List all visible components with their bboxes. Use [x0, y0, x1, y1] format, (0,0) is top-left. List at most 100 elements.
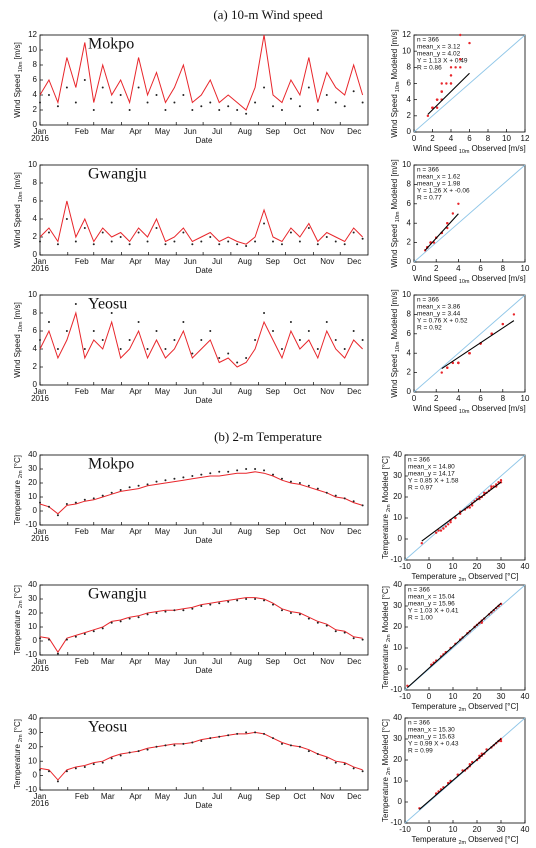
observed-point [352, 767, 355, 770]
y-tick-label: 40 [393, 713, 402, 722]
station-name: Yeosu [88, 296, 127, 313]
x-tick-label: 10 [449, 692, 458, 701]
x-tick-label: Feb [75, 257, 89, 266]
x-tick-label: Apr [129, 792, 142, 801]
observed-point [146, 101, 149, 104]
year-label: 2016 [31, 264, 49, 273]
observed-point [334, 494, 337, 497]
y-tick-label: 30 [393, 471, 402, 480]
scatter-point [444, 525, 447, 528]
observed-point [92, 630, 95, 633]
x-tick-label: Jun [184, 527, 197, 536]
observed-point [325, 94, 328, 96]
stat-text: mean_x = 15.30 [408, 727, 455, 734]
observed-point [182, 321, 185, 323]
scatter-point [435, 531, 438, 534]
observed-point [119, 754, 122, 757]
observed-point [155, 330, 158, 332]
x-tick-label: Aug [238, 257, 252, 266]
x-tick-label: Feb [75, 387, 89, 396]
observed-point [191, 352, 194, 355]
x-tick-label: Oct [293, 792, 306, 801]
y-tick-label: 2 [33, 232, 38, 241]
scatter-point [449, 74, 453, 77]
observed-point [280, 609, 283, 612]
y-axis-label: Wind Speed 10m [m/s] [13, 42, 24, 118]
observed-point [101, 627, 104, 630]
scatter-point [451, 212, 455, 215]
observed-point [39, 240, 41, 243]
observed-point [334, 630, 337, 633]
observed-point [56, 105, 59, 108]
observed-point [298, 482, 301, 484]
stat-text: R = 0.86 [417, 65, 442, 72]
x-tick-label: 2 [434, 264, 439, 273]
scatter-point [471, 504, 474, 507]
y-tick-label: -10 [25, 650, 37, 659]
station-name: Gwangju [88, 166, 147, 183]
observed-point [289, 744, 292, 747]
scatter-point [447, 523, 450, 526]
observed-point [47, 770, 50, 773]
observed-point [352, 500, 355, 503]
observed-point [200, 105, 203, 108]
one-to-one-line [413, 34, 526, 133]
observed-point [272, 737, 275, 740]
x-tick-label: May [155, 257, 170, 266]
year-label: 2016 [31, 534, 49, 543]
x-tick-label: Jan [34, 257, 47, 266]
one-to-one-line [413, 294, 526, 393]
x-axis-label-text: Temperature [412, 572, 457, 581]
y-tick-label: 4 [407, 348, 412, 357]
observed-point [173, 477, 176, 480]
y-tick-label: 10 [393, 776, 402, 785]
scatter-point [426, 114, 430, 118]
observed-point [316, 487, 319, 490]
y-tick-label: 10 [28, 160, 37, 169]
x-axis-label: Date [196, 666, 213, 675]
x-tick-label: Aug [238, 387, 252, 396]
y-axis-label-subscript: 10m [395, 341, 401, 352]
y-axis-label-text: [°C] [13, 455, 22, 468]
x-tick-label: Jun [184, 257, 197, 266]
y-axis-label-text: Modeled [°C] [381, 456, 390, 502]
observed-point [316, 753, 319, 755]
model-line [39, 34, 364, 111]
x-axis-label: Date [196, 536, 213, 545]
x-tick-label: Jun [184, 127, 197, 136]
y-tick-label: 8 [33, 60, 38, 69]
y-axis-label: Temperature 2m [°C] [13, 719, 24, 789]
observed-point [137, 86, 140, 89]
x-tick-label: Mar [101, 527, 115, 536]
stat-text: mean_y = 4.02 [417, 51, 461, 58]
observed-point [200, 339, 203, 341]
y-axis-label-text: Modeled [m/s] [390, 289, 399, 339]
observed-point [361, 504, 364, 507]
x-axis-label-text: Observed [m/s] [472, 274, 526, 283]
observed-point [155, 94, 158, 96]
y-tick-label: -10 [390, 685, 402, 694]
scatter-point [449, 521, 452, 524]
x-axis-label: Date [196, 396, 213, 405]
observed-point [74, 501, 77, 504]
scatter-point [457, 202, 460, 205]
x-tick-label: 6 [478, 264, 483, 273]
x-tick-label: 4 [456, 394, 461, 403]
y-tick-label: 40 [28, 450, 37, 459]
y-axis-label-text: [°C] [13, 719, 22, 732]
stat-text: n = 366 [408, 587, 430, 594]
y-tick-label: 4 [33, 90, 38, 99]
scatter-point [499, 479, 503, 482]
x-axis-label-subscript: 2m [458, 840, 466, 846]
observed-point [173, 744, 176, 747]
observed-point [101, 494, 104, 497]
x-tick-label: Jul [212, 527, 222, 536]
stat-text: Y = 1.13 X + 0.49 [417, 58, 468, 65]
observed-point [173, 101, 176, 104]
x-tick-label: Aug [238, 127, 252, 136]
observed-point [92, 330, 95, 332]
x-tick-label: 6 [478, 394, 483, 403]
observed-point [47, 231, 50, 234]
